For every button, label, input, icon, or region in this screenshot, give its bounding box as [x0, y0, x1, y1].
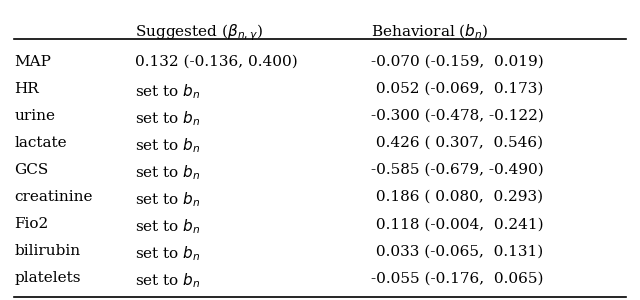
Text: set to $b_n$: set to $b_n$ [135, 136, 201, 155]
Text: GCS: GCS [14, 163, 49, 177]
Text: creatinine: creatinine [14, 190, 93, 204]
Text: -0.300 (-0.478, -0.122): -0.300 (-0.478, -0.122) [371, 109, 544, 123]
Text: 0.132 (-0.136, 0.400): 0.132 (-0.136, 0.400) [135, 55, 298, 69]
Text: bilirubin: bilirubin [14, 244, 80, 258]
Text: -0.055 (-0.176,  0.065): -0.055 (-0.176, 0.065) [371, 271, 543, 285]
Text: -0.070 (-0.159,  0.019): -0.070 (-0.159, 0.019) [371, 55, 544, 69]
Text: set to $b_n$: set to $b_n$ [135, 190, 201, 209]
Text: 0.052 (-0.069,  0.173): 0.052 (-0.069, 0.173) [371, 82, 543, 96]
Text: 0.033 (-0.065,  0.131): 0.033 (-0.065, 0.131) [371, 244, 543, 258]
Text: set to $b_n$: set to $b_n$ [135, 163, 201, 182]
Text: platelets: platelets [14, 271, 81, 285]
Text: 0.186 ( 0.080,  0.293): 0.186 ( 0.080, 0.293) [371, 190, 543, 204]
Text: set to $b_n$: set to $b_n$ [135, 82, 201, 100]
Text: set to $b_n$: set to $b_n$ [135, 109, 201, 128]
Text: 0.426 ( 0.307,  0.546): 0.426 ( 0.307, 0.546) [371, 136, 543, 150]
Text: Behavioral ($b_n$): Behavioral ($b_n$) [371, 22, 488, 40]
Text: HR: HR [14, 82, 39, 96]
Text: Fio2: Fio2 [14, 217, 49, 231]
Text: urine: urine [14, 109, 55, 123]
Text: MAP: MAP [14, 55, 51, 69]
Text: set to $b_n$: set to $b_n$ [135, 271, 201, 290]
Text: 0.118 (-0.004,  0.241): 0.118 (-0.004, 0.241) [371, 217, 543, 231]
Text: -0.585 (-0.679, -0.490): -0.585 (-0.679, -0.490) [371, 163, 544, 177]
Text: lactate: lactate [14, 136, 67, 150]
Text: Suggested ($\beta_{n,\gamma}$): Suggested ($\beta_{n,\gamma}$) [135, 22, 263, 43]
Text: set to $b_n$: set to $b_n$ [135, 244, 201, 263]
Text: set to $b_n$: set to $b_n$ [135, 217, 201, 236]
